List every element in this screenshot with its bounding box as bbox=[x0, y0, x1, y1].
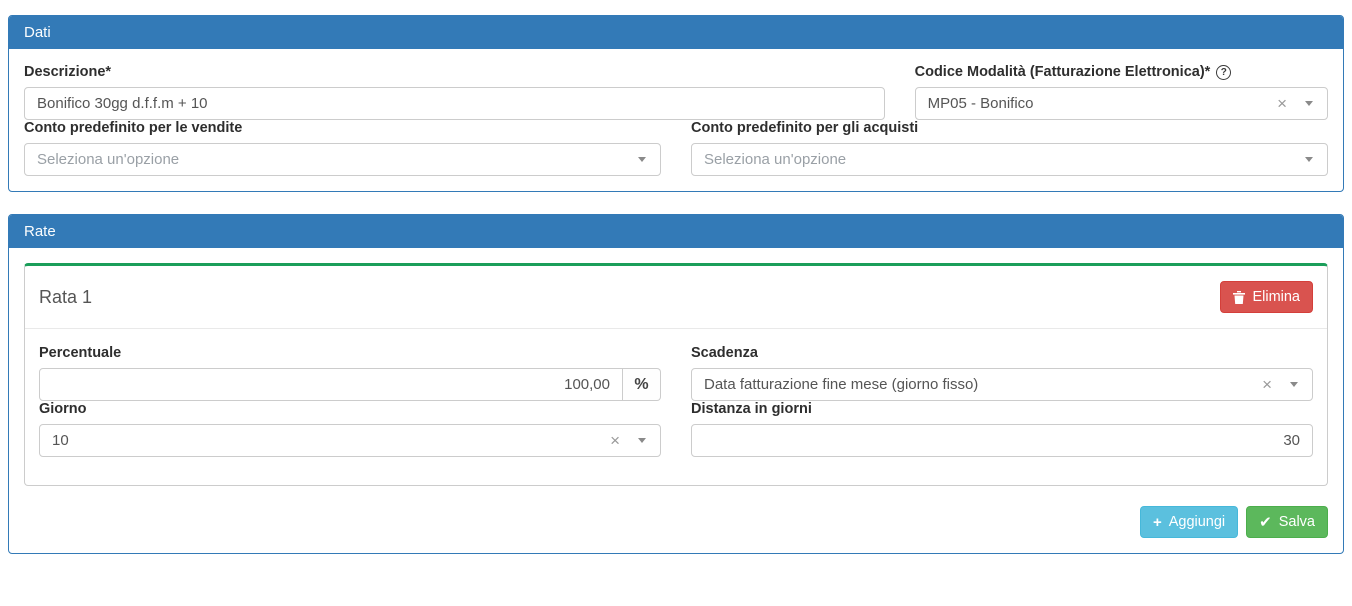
plus-icon: + bbox=[1152, 513, 1162, 531]
salva-button-label: Salva bbox=[1278, 513, 1315, 530]
rata-card: Rata 1 Elimina bbox=[24, 263, 1328, 486]
conto-acquisti-placeholder: Seleziona un'opzione bbox=[704, 151, 847, 168]
scadenza-label: Scadenza bbox=[691, 345, 758, 361]
percent-addon: % bbox=[623, 368, 661, 401]
conto-vendite-placeholder: Seleziona un'opzione bbox=[37, 151, 180, 168]
panel-rate-title: Rate bbox=[9, 215, 1343, 248]
descrizione-label: Descrizione* bbox=[24, 64, 112, 80]
descrizione-input[interactable] bbox=[24, 87, 885, 120]
codice-modalita-value: MP05 - Bonifico bbox=[927, 95, 1034, 112]
elimina-button-label: Elimina bbox=[1252, 288, 1300, 305]
actions-bar: + Aggiungi ✔ Salva bbox=[24, 506, 1328, 538]
help-icon[interactable]: ? bbox=[1216, 64, 1232, 80]
aggiungi-button[interactable]: + Aggiungi bbox=[1139, 506, 1239, 538]
panel-dati-title: Dati bbox=[9, 16, 1343, 49]
conto-vendite-label: Conto predefinito per le vendite bbox=[24, 120, 243, 136]
trash-icon bbox=[1233, 290, 1246, 304]
percentuale-input-group: % bbox=[39, 368, 661, 401]
scadenza-value: Data fatturazione fine mese (giorno fiss… bbox=[704, 376, 979, 393]
rata-card-header: Rata 1 Elimina bbox=[25, 266, 1327, 328]
check-icon: ✔ bbox=[1259, 513, 1272, 531]
giorno-value: 10 bbox=[52, 432, 69, 449]
giorno-select[interactable]: 10 × bbox=[39, 424, 661, 457]
panel-dati: Dati Descrizione* Codice Modalità (Fattu… bbox=[8, 15, 1344, 192]
panel-dati-body: Descrizione* Codice Modalità (Fatturazio… bbox=[9, 49, 1343, 191]
rata-divider bbox=[25, 328, 1327, 329]
rata-card-body: Percentuale % Scadenza bbox=[25, 329, 1327, 485]
percentuale-input[interactable] bbox=[39, 368, 623, 401]
panel-rate: Rate Rata 1 Elimina bbox=[8, 214, 1344, 554]
salva-button[interactable]: ✔ Salva bbox=[1246, 506, 1328, 538]
panel-rate-body: Rata 1 Elimina bbox=[9, 248, 1343, 553]
percentuale-label: Percentuale bbox=[39, 345, 122, 361]
conto-acquisti-label: Conto predefinito per gli acquisti bbox=[691, 120, 919, 136]
chevron-down-icon bbox=[1290, 382, 1298, 387]
conto-acquisti-select[interactable]: Seleziona un'opzione bbox=[691, 143, 1328, 176]
clear-icon[interactable]: × bbox=[610, 431, 620, 450]
giorno-label: Giorno bbox=[39, 401, 87, 417]
chevron-down-icon bbox=[1305, 101, 1313, 106]
clear-icon[interactable]: × bbox=[1277, 94, 1287, 113]
chevron-down-icon bbox=[638, 438, 646, 443]
codice-modalita-label: Codice Modalità (Fatturazione Elettronic… bbox=[915, 64, 1328, 80]
chevron-down-icon bbox=[638, 157, 646, 162]
conto-vendite-select[interactable]: Seleziona un'opzione bbox=[24, 143, 661, 176]
distanza-label: Distanza in giorni bbox=[691, 401, 812, 417]
distanza-input[interactable] bbox=[691, 424, 1313, 457]
clear-icon[interactable]: × bbox=[1262, 375, 1272, 394]
chevron-down-icon bbox=[1305, 157, 1313, 162]
codice-modalita-select[interactable]: MP05 - Bonifico × bbox=[914, 87, 1328, 120]
scadenza-select[interactable]: Data fatturazione fine mese (giorno fiss… bbox=[691, 368, 1313, 401]
aggiungi-button-label: Aggiungi bbox=[1168, 513, 1226, 530]
elimina-button[interactable]: Elimina bbox=[1220, 281, 1313, 313]
rata-title: Rata 1 bbox=[39, 286, 93, 307]
